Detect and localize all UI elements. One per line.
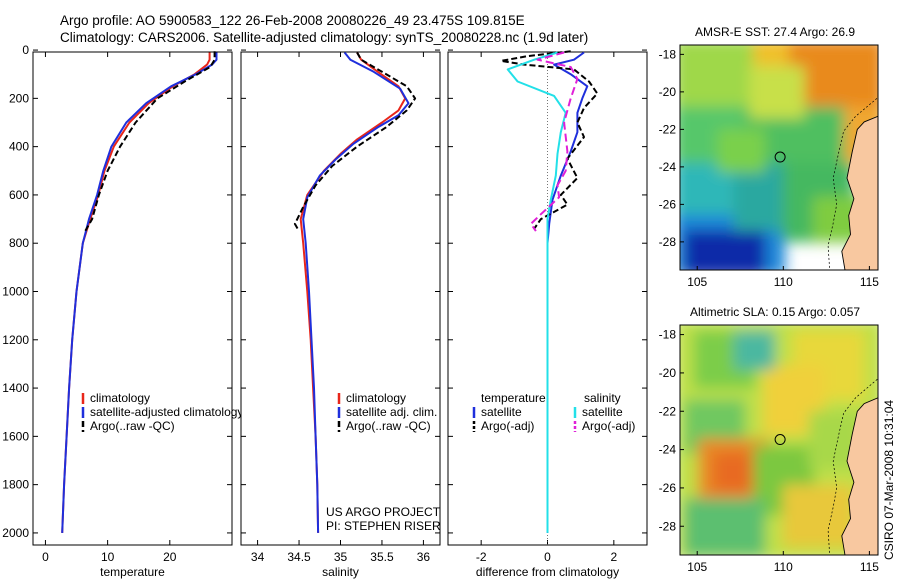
sla_map-field-cell [713,452,756,492]
difference-xtick-label: 0 [544,550,551,564]
sst_map-xtick-label: 115 [860,275,879,289]
difference-xtick-label: -2 [476,550,487,564]
difference-xtick-label: 2 [610,550,617,564]
temperature-ytick-label: 2000 [2,526,29,540]
temperature-xtick-label: 10 [101,550,115,564]
difference-xlabel: difference from climatology [476,565,619,579]
temperature-ytick-label: 800 [9,236,29,250]
sla_map-ytick-label: -26 [659,481,677,495]
panel-sla_map: Altimetric SLA: 0.15 Argo: 0.057 105 110 11… [659,305,880,574]
salinity-xtick-label: 34.5 [287,550,311,564]
difference-series-satellite-salinity- [506,51,567,533]
sst_map-title: AMSR-E SST: 27.4 Argo: 26.9 [695,25,855,39]
sst_map-land [841,45,878,270]
temperature-xtick-label: 0 [42,550,49,564]
creation-stamp: CSIRO 07-Mar-2008 10:31:04 [882,399,896,560]
figure-title-line1: Argo profile: AO 5900583_122 26-Feb-2008… [60,13,525,28]
sst_map-field-cell [749,66,805,119]
sla_map-field-blur [680,325,878,555]
sla_map-field [680,325,878,555]
salinity-xtick-label: 35 [334,550,348,564]
figure-title-line2: Climatology: CARS2006. Satellite-adjuste… [60,30,589,45]
salinity-legend-label: climatology [346,391,406,405]
sla_map-ytick-label: -24 [659,443,677,457]
salinity-series-argo-raw-qc- [293,52,417,232]
sst_map-field [680,45,878,270]
sst_map-xtick-label: 110 [774,275,793,289]
temperature-legend-label: satellite-adjusted climatology [90,405,243,419]
sla_map-coastline [841,397,878,555]
difference-sal-legend-label: satellite [582,405,623,419]
sla_map-xtick-label: 115 [860,560,879,574]
temperature-ytick-label: 0 [22,43,29,57]
salinity-annotation: PI: STEPHEN RISER [326,519,441,533]
salinity-series-satellite-adj-clim- [302,51,410,533]
sst_map-field-cell [717,129,766,173]
sla_map-ytick-label: -22 [659,404,677,418]
sla_map-field-cell [683,498,766,555]
temperature-ytick-label: 200 [9,91,29,105]
salinity-xtick-label: 35.5 [370,550,394,564]
sst_map-ytick-label: -18 [659,47,677,61]
sst_map-argo-position-marker [774,151,786,163]
sla_map-ytick-label: -20 [659,366,677,380]
salinity-legend-label: satellite adj. clim. [346,405,437,419]
sst_map-frame [679,44,879,271]
salinity-xtick-label: 36 [417,550,431,564]
panel-salinity: 34 34.5 35 35.5 36 salinity climatologysatelli… [240,49,441,579]
difference-temp-legend-label: Argo(-adj) [481,419,534,433]
temperature-ytick-label: 1800 [2,478,29,492]
salinity-axes-box [240,51,441,546]
sst_map-ytick-label: -24 [659,160,677,174]
temperature-ytick-label: 1000 [2,284,29,298]
difference-series-argo-adj-salinity- [529,51,579,232]
difference-legend-heading: temperature [481,391,546,405]
temperature-ytick-label: 600 [9,188,29,202]
sla_map-isobath [827,378,878,555]
sla_map-frame [679,324,879,556]
sst_map-ytick-label: -20 [659,85,677,99]
temperature-xlabel: temperature [100,565,165,579]
sst_map-field-cell [683,230,766,270]
temperature-ytick-label: 1200 [2,333,29,347]
temperature-xtick-label: 20 [163,550,177,564]
salinity-xtick-label: 34 [251,550,265,564]
sla_map-ytick-label: -28 [659,519,677,533]
sla_map-land [841,325,878,555]
sla_map-ytick-label: -18 [659,328,677,342]
difference-legend-heading: salinity [584,391,621,405]
temperature-ytick-label: 1400 [2,381,29,395]
sla_map-argo-position-marker [774,434,786,446]
temperature-ytick-label: 1600 [2,429,29,443]
sst_map-ytick-label: -28 [659,235,677,249]
temperature-axes-box [32,51,233,546]
sla_map-xtick-label: 105 [687,560,707,574]
temperature-legend-label: climatology [90,391,150,405]
sst_map-coastline [841,115,878,270]
panel-sst_map: AMSR-E SST: 27.4 Argo: 26.9 105 110 115 -18 -… [659,25,880,289]
sla_map-title: Altimetric SLA: 0.15 Argo: 0.057 [690,305,860,319]
difference-series-argo-adj-temperature- [500,50,599,230]
salinity-legend-label: Argo(..raw -QC) [346,419,431,433]
panel-temperature: 0 10 2002004006008001000120014001600180020… [2,43,243,579]
sst_map-ytick-label: -22 [659,122,677,136]
temperature-series-argo-raw-qc- [84,51,216,232]
temperature-ytick-label: 400 [9,140,29,154]
salinity-annotation: US ARGO PROJECT [326,505,441,519]
difference-sal-legend-label: Argo(-adj) [582,419,635,433]
sla_map-field-cell [733,330,776,371]
sst_map-ytick-label: -26 [659,197,677,211]
difference-temp-legend-label: satellite [481,405,522,419]
sst_map-xtick-label: 105 [687,275,707,289]
salinity-xlabel: salinity [322,565,359,579]
temperature-legend-label: Argo(..raw -QC) [90,419,175,433]
sla_map-xtick-label: 110 [774,560,793,574]
